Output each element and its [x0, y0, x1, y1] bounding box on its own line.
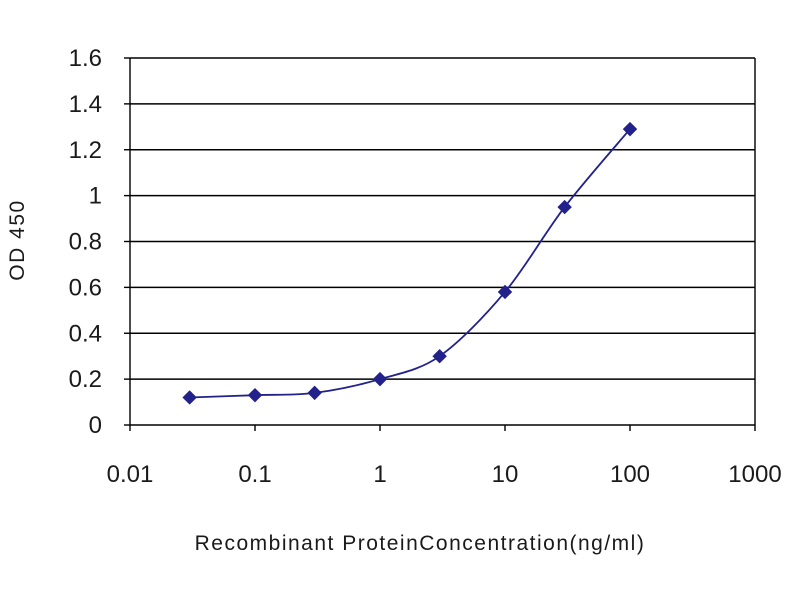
- data-point-3: [372, 371, 388, 387]
- series-line-0: [189, 128, 631, 399]
- y-tick-labels: 0 0.2 0.4 0.6 0.8 1 1.2 1.4 1.6: [69, 45, 102, 439]
- data-point-1: [247, 387, 263, 403]
- y-tick-label-5: 1: [89, 183, 102, 210]
- x-tick-label-0: 0.01: [107, 461, 154, 488]
- x-tick-label-3: 10: [492, 461, 519, 488]
- data-point-2: [307, 385, 322, 401]
- y-tick-label-4: 0.8: [69, 229, 102, 256]
- data-point-4: [432, 348, 447, 364]
- y-tick-label-6: 1.2: [69, 137, 102, 164]
- x-tick-label-1: 0.1: [238, 461, 271, 488]
- y-axis-title: OD 450: [6, 199, 29, 280]
- y-tick-label-2: 0.4: [69, 320, 102, 347]
- y-tick-label-7: 1.4: [69, 91, 102, 118]
- data-point-7: [622, 121, 638, 137]
- y-tick-label-1: 0.2: [69, 366, 102, 393]
- y-tick-label-3: 0.6: [69, 274, 102, 301]
- y-tick-label-8: 1.6: [69, 45, 102, 72]
- x-tick-labels: 0.01 0.1 1 10 100 1000: [107, 461, 782, 488]
- y-tick-label-0: 0: [89, 412, 102, 439]
- x-tick-label-2: 1: [373, 461, 386, 488]
- data-point-5: [497, 284, 513, 300]
- data-point-6: [557, 199, 572, 215]
- x-axis-title: Recombinant ProteinConcentration(ng/ml): [195, 532, 646, 555]
- axes: [124, 57, 756, 431]
- series-group: [182, 121, 638, 405]
- data-point-0: [182, 390, 197, 405]
- x-tick-label-5: 1000: [728, 461, 781, 488]
- x-tick-label-4: 100: [610, 461, 650, 488]
- gridlines: [130, 57, 755, 380]
